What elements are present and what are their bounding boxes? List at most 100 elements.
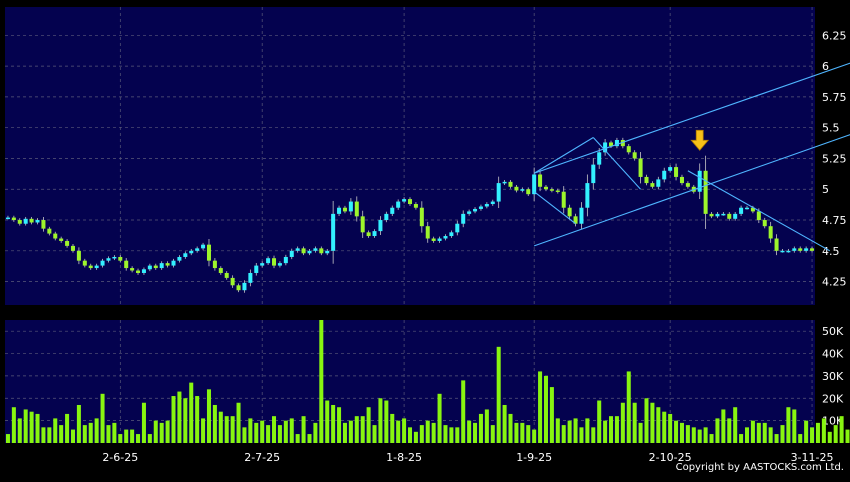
- price-candle: [626, 143, 631, 155]
- volume-bar: [212, 404, 217, 443]
- volume-bar: [650, 402, 655, 443]
- price-candle: [195, 246, 200, 253]
- price-candle: [449, 230, 454, 238]
- volume-bar: [177, 391, 182, 443]
- price-candle: [384, 211, 389, 223]
- price-candle: [555, 188, 560, 194]
- volume-bar: [567, 420, 572, 443]
- volume-bar: [153, 420, 158, 443]
- volume-bar: [508, 413, 513, 443]
- volume-bar: [697, 429, 702, 443]
- date-tick-label: 2-7-25: [244, 451, 280, 464]
- price-candle: [703, 155, 708, 229]
- price-candle: [5, 215, 10, 220]
- price-candle: [65, 239, 70, 248]
- volume-bar: [141, 402, 146, 443]
- volume-bar: [727, 418, 732, 443]
- volume-bar: [325, 400, 330, 443]
- price-candle: [82, 258, 87, 268]
- price-candle: [106, 256, 111, 263]
- price-tick-label: 6: [822, 60, 829, 73]
- price-candle: [467, 209, 472, 216]
- volume-bar: [201, 418, 206, 443]
- price-candle: [543, 184, 548, 192]
- volume-bar: [473, 422, 478, 443]
- price-candle: [248, 269, 253, 287]
- volume-bar: [248, 418, 253, 443]
- volume-bar: [461, 380, 466, 443]
- volume-bar: [65, 413, 70, 443]
- price-candle: [473, 207, 478, 214]
- price-candle: [390, 205, 395, 217]
- date-tick-label: 1-9-25: [516, 451, 552, 464]
- price-candle: [183, 251, 188, 259]
- volume-bar: [106, 425, 111, 443]
- price-candle: [679, 174, 684, 186]
- volume-bar: [614, 416, 619, 443]
- price-candle: [437, 236, 442, 243]
- volume-bar: [307, 434, 312, 443]
- volume-bar: [609, 416, 614, 443]
- price-candle: [11, 215, 16, 222]
- volume-bar: [82, 425, 87, 443]
- volume-bar: [431, 422, 436, 443]
- volume-bar: [603, 420, 608, 443]
- signal-arrow-icon: [690, 129, 710, 151]
- price-candle: [502, 180, 507, 185]
- price-tick-label: 4.5: [822, 245, 840, 258]
- price-candle: [603, 139, 608, 156]
- volume-bar: [266, 425, 271, 443]
- volume-bar: [573, 418, 578, 443]
- price-candle: [88, 263, 93, 270]
- volume-bar: [236, 402, 241, 443]
- volume-bar: [626, 371, 631, 443]
- price-candle: [762, 217, 767, 229]
- price-candle: [354, 196, 359, 222]
- price-candle: [567, 204, 572, 220]
- price-candle: [526, 187, 531, 197]
- volume-bar: [76, 404, 81, 443]
- volume-tick-label: 10K: [822, 415, 844, 428]
- volume-bar: [147, 434, 152, 443]
- volume-bar: [762, 422, 767, 443]
- volume-bar: [372, 425, 377, 443]
- volume-bar: [384, 400, 389, 443]
- volume-bar: [768, 427, 773, 443]
- volume-bar: [733, 407, 738, 443]
- price-candle: [331, 200, 336, 264]
- price-candle: [597, 147, 602, 169]
- volume-bar: [827, 431, 832, 443]
- price-tick-label: 6.25: [822, 29, 847, 42]
- volume-bar: [59, 425, 64, 443]
- volume-bar: [455, 427, 460, 443]
- price-candle: [136, 268, 141, 275]
- volume-bar: [703, 427, 708, 443]
- volume-bar: [833, 425, 838, 443]
- price-candle: [23, 216, 28, 226]
- price-candle: [810, 246, 815, 253]
- volume-bar: [555, 418, 560, 443]
- trend-line: [533, 62, 850, 174]
- price-candle: [70, 244, 76, 253]
- price-candle: [579, 202, 584, 230]
- price-candle: [242, 280, 247, 293]
- volume-bar: [224, 416, 229, 443]
- price-candle: [478, 204, 483, 211]
- price-candle: [490, 199, 495, 206]
- price-candle: [798, 246, 803, 253]
- volume-tick-label: 30K: [822, 370, 844, 383]
- volume-bar: [685, 425, 690, 443]
- volume-bar: [348, 420, 353, 443]
- volume-bar: [490, 425, 495, 443]
- volume-bar: [597, 400, 602, 443]
- volume-bar: [295, 434, 300, 443]
- price-candle: [638, 151, 643, 184]
- price-candle: [372, 229, 377, 238]
- volume-bar: [691, 427, 696, 443]
- price-candle: [620, 137, 625, 149]
- price-candle: [230, 275, 235, 288]
- price-candle: [662, 167, 667, 183]
- volume-bar: [815, 422, 820, 443]
- price-candle: [786, 248, 791, 253]
